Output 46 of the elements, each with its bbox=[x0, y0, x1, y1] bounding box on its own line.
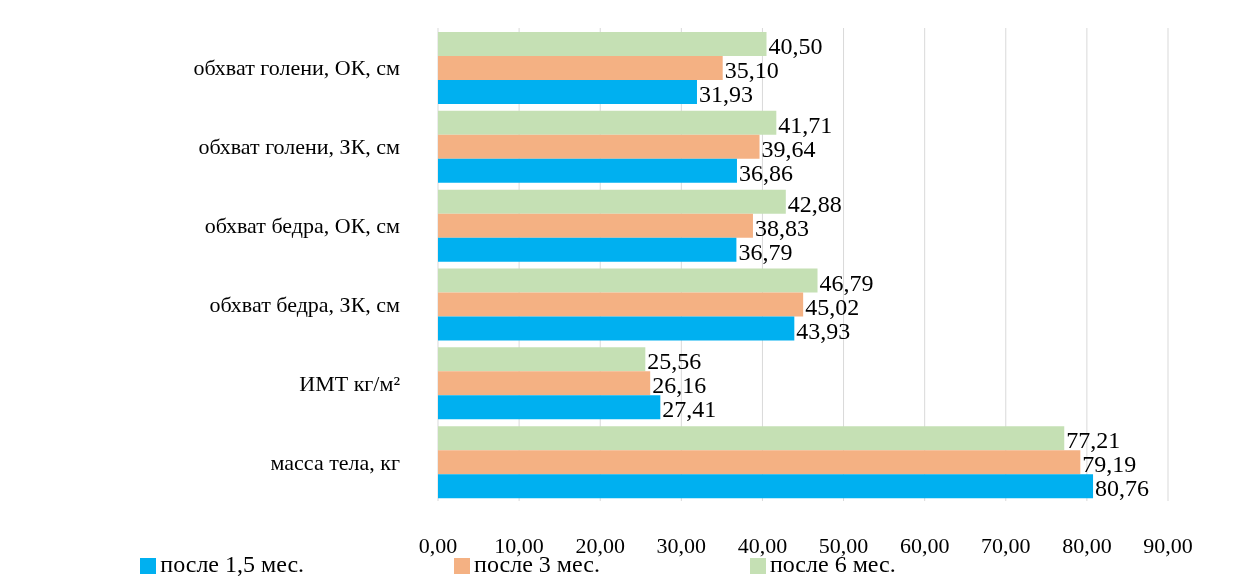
x-tick-label: 40,00 bbox=[737, 532, 788, 558]
legend-label: после 1,5 мес. bbox=[160, 551, 305, 577]
data-label: 41,71 bbox=[778, 111, 833, 138]
y-tick-label: ИМТ кг/м² bbox=[299, 370, 401, 396]
data-label: 31,93 bbox=[698, 81, 753, 107]
x-tick-label: 80,00 bbox=[1062, 532, 1112, 558]
bar bbox=[438, 426, 1065, 451]
bar bbox=[438, 158, 737, 183]
data-label: 77,21 bbox=[1066, 427, 1121, 454]
bar bbox=[438, 213, 753, 238]
data-label: 26,16 bbox=[652, 372, 707, 399]
bar bbox=[438, 395, 661, 420]
x-tick-label: 60,00 bbox=[899, 532, 950, 558]
data-label: 25,56 bbox=[647, 348, 702, 375]
bar bbox=[438, 474, 1094, 499]
bar bbox=[438, 347, 646, 372]
x-tick-label: 0,00 bbox=[418, 532, 458, 558]
y-tick-label: обхват бедра, ЗК, см bbox=[209, 291, 401, 317]
data-label: 42,88 bbox=[787, 190, 842, 217]
x-tick-label: 70,00 bbox=[981, 532, 1031, 558]
y-tick-label: обхват голени, ЗК, см bbox=[198, 134, 401, 160]
bar bbox=[438, 110, 777, 135]
y-tick-label: масса тела, кг bbox=[270, 449, 400, 475]
bar bbox=[438, 189, 786, 214]
data-label: 79,19 bbox=[1082, 451, 1137, 478]
data-label: 46,79 bbox=[819, 269, 874, 296]
bar bbox=[438, 268, 818, 293]
bar bbox=[438, 56, 723, 80]
bar bbox=[438, 237, 737, 262]
bar bbox=[438, 316, 795, 341]
y-tick-label: обхват голени, ОК, см bbox=[193, 55, 401, 81]
data-label: 80,76 bbox=[1095, 475, 1150, 502]
data-label: 40,50 bbox=[768, 33, 823, 59]
y-tick-label: обхват бедра, ОК, см bbox=[204, 213, 401, 239]
bar bbox=[438, 292, 804, 317]
bar bbox=[438, 371, 651, 396]
data-label: 38,83 bbox=[754, 214, 809, 241]
bar bbox=[438, 450, 1081, 475]
data-label: 35,10 bbox=[724, 57, 779, 83]
data-label: 27,41 bbox=[662, 396, 717, 423]
x-tick-label: 30,00 bbox=[656, 532, 707, 558]
x-tick-label: 90,00 bbox=[1143, 532, 1193, 558]
bar bbox=[438, 32, 767, 56]
bar bbox=[438, 134, 760, 159]
x-tick-label: 20,00 bbox=[575, 532, 625, 558]
bar bbox=[438, 80, 697, 104]
